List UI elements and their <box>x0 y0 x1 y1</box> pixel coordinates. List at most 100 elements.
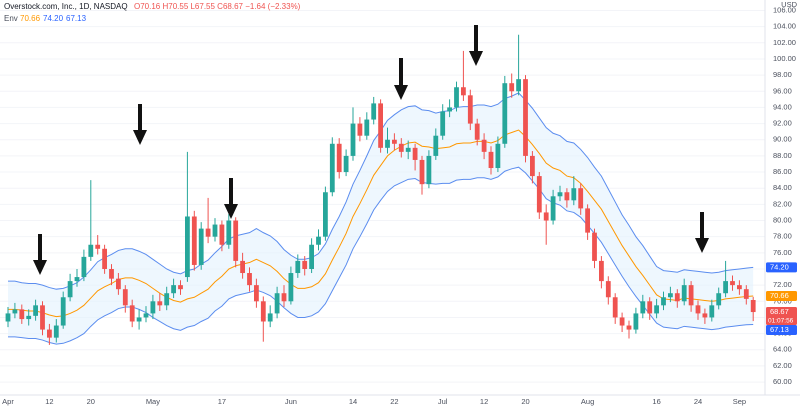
y-tick-label: 106.00 <box>773 5 796 14</box>
candle-body <box>495 143 501 169</box>
price-tag <box>766 307 797 326</box>
y-tick-label: 102.00 <box>773 38 796 47</box>
candle-body <box>543 212 549 221</box>
candle-body <box>516 79 521 92</box>
candle-body <box>681 285 687 302</box>
price-tag-label: 68.67 <box>770 307 789 316</box>
candle-body <box>488 151 494 169</box>
candle-body <box>474 123 480 140</box>
y-tick-label: 80.00 <box>773 216 792 225</box>
candle-body <box>385 139 390 148</box>
candle-body <box>67 281 73 298</box>
candle-body <box>81 256 87 278</box>
x-tick-label: 20 <box>87 397 95 406</box>
price-tag-label: 74.20 <box>770 262 789 271</box>
y-tick-label: 88.00 <box>773 151 792 160</box>
x-tick-label: Aug <box>581 397 594 406</box>
candle-body <box>198 228 204 265</box>
y-tick-label: 92.00 <box>773 119 792 128</box>
candle-body <box>302 260 308 269</box>
candle-body <box>185 216 190 278</box>
candle-body <box>212 224 218 237</box>
candle-body <box>467 95 473 124</box>
candle-body <box>281 293 287 302</box>
candle-body <box>316 236 321 245</box>
candle-body <box>392 139 397 144</box>
candle-body <box>12 309 18 314</box>
indicator-value: 70.66 <box>20 14 41 23</box>
candle-body <box>47 329 52 338</box>
arrows <box>33 25 709 275</box>
price-tag-label: 70.66 <box>770 291 789 300</box>
candle-body <box>730 281 735 286</box>
candle-body <box>178 285 183 290</box>
candle-body <box>260 301 266 322</box>
y-tick-label: 90.00 <box>773 135 792 144</box>
candle-body <box>102 248 107 269</box>
candle-body <box>336 143 342 173</box>
candle-body <box>26 315 32 320</box>
candle-body <box>116 278 121 290</box>
candle-body <box>523 79 528 156</box>
candle-body <box>247 273 252 286</box>
x-tick-label: 20 <box>521 397 529 406</box>
candle-body <box>191 216 197 265</box>
price-tag <box>766 262 797 273</box>
candle-body <box>674 293 680 302</box>
candle-body <box>240 260 245 274</box>
candle-body <box>164 293 170 306</box>
candle-body <box>309 244 314 269</box>
countdown: 01:07:56 <box>768 317 794 324</box>
candle-body <box>274 293 280 314</box>
candle-body <box>654 305 659 314</box>
candle-body <box>412 147 418 160</box>
candle-body <box>695 305 701 314</box>
y-tick-label: 98.00 <box>773 70 792 79</box>
y-tick-label: 86.00 <box>773 167 792 176</box>
candle-body <box>564 192 570 201</box>
candle-body <box>171 285 176 294</box>
y-tick-label: 84.00 <box>773 183 792 192</box>
y-tick-label: 64.00 <box>773 345 792 354</box>
candle-body <box>371 103 377 120</box>
indicator-name: Env <box>4 14 18 23</box>
candle-body <box>405 147 411 152</box>
candle-body <box>219 224 225 245</box>
candle-body <box>95 244 101 249</box>
candle-body <box>33 305 38 316</box>
envelope-line <box>8 129 754 318</box>
candle-body <box>5 313 11 322</box>
y-tick-label: 96.00 <box>773 86 792 95</box>
candle-body <box>626 325 632 330</box>
candle-body <box>205 228 211 237</box>
y-tick-label: 76.00 <box>773 248 792 257</box>
candle-body <box>571 188 577 201</box>
candle-body <box>612 297 618 318</box>
ohlc-legend: O70.16 H70.55 L67.55 C68.67 −1.64 (−2.33… <box>134 2 301 11</box>
candle-body <box>605 281 611 298</box>
candle-body <box>592 232 597 261</box>
candle-body <box>447 107 452 112</box>
candle-body <box>364 119 370 136</box>
candle-body <box>88 244 94 257</box>
candle-body <box>233 220 239 261</box>
axes: 60.0062.0064.0066.0068.0070.0072.0074.00… <box>2 5 797 406</box>
candle-body <box>378 103 383 148</box>
y-tick-label: 62.00 <box>773 361 792 370</box>
candle-body <box>557 192 563 197</box>
candle-body <box>640 301 646 314</box>
candle-body <box>668 293 673 298</box>
x-tick-label: Jul <box>438 397 448 406</box>
candle-body <box>702 313 708 318</box>
candle-body <box>599 260 604 282</box>
candle-body <box>254 285 259 302</box>
indicator-value: 67.13 <box>66 14 87 23</box>
candle-body <box>723 281 728 294</box>
y-tick-label: 72.00 <box>773 280 792 289</box>
candle-body <box>502 83 508 144</box>
x-tick-label: 17 <box>218 397 226 406</box>
envelope-fill <box>8 92 754 345</box>
candle-body <box>530 155 535 177</box>
candle-body <box>398 143 404 152</box>
